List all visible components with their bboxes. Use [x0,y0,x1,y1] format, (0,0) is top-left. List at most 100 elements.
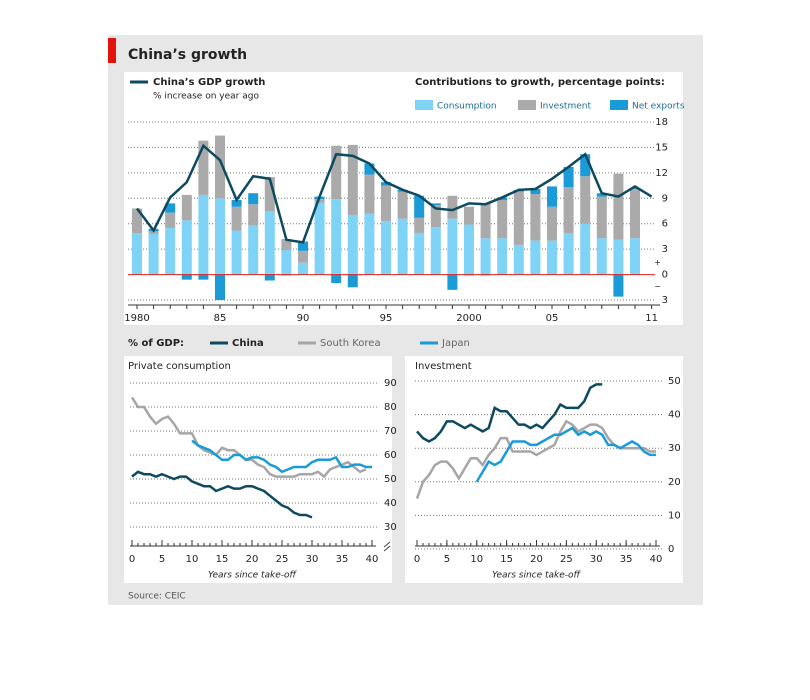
bar [165,212,176,228]
series-line [131,470,313,519]
x-label: Years since take-off [208,571,298,581]
legend-label: South Korea [320,338,381,349]
bar [447,218,458,275]
bar [165,203,176,213]
x-label: Years since take-off [492,571,582,581]
x-tick-label: 5 [444,554,450,565]
bar [630,188,640,189]
x-tick-label: 20 [246,554,259,565]
bar [480,238,491,275]
bar [364,213,375,275]
bar [148,231,159,234]
bottom-legend-label: % of GDP: [128,338,184,349]
bar [181,194,192,221]
legend-label: Consumption [437,102,497,112]
y-tick-label: 3 [662,244,668,255]
y-tick-label: 12 [655,168,668,179]
x-tick-label: 5 [159,554,165,565]
bar [364,163,375,175]
x-tick-label: 40 [650,554,663,565]
legend-label: Net exports [632,102,685,112]
x-tick-label: 10 [470,554,483,565]
bar [547,206,557,241]
x-tick-label: 30 [590,554,603,565]
y-tick-label: 10 [668,510,681,521]
bar [215,274,225,300]
series-line [416,383,603,443]
bar [165,227,176,275]
series-line [475,426,656,483]
bar [513,244,524,275]
y-tick-label: 60 [384,450,397,461]
bar [480,203,491,239]
bar [596,193,607,197]
y-tick-label: 18 [655,117,668,128]
bar [314,199,325,203]
bar [281,249,292,275]
bar [580,176,591,224]
bar [530,194,541,241]
bar [248,204,259,226]
bar [331,199,342,275]
bar [447,274,458,290]
x-tick-label: 20 [530,554,543,565]
bar [347,274,358,288]
source: Source: CEIC [128,592,186,602]
bar [513,191,524,245]
x-tick-label: 40 [366,554,379,565]
bar [181,274,192,280]
x-tick-label: 25 [560,554,573,565]
title: China’s growth [128,47,247,63]
bar [547,186,557,207]
bar [430,203,441,206]
bar [430,205,441,228]
bar [198,140,209,195]
y-tick-label: 6 [662,219,668,230]
bar [281,238,292,250]
bar [331,274,342,284]
y-tick-label: 40 [668,410,681,421]
bar [381,221,391,275]
bar [613,173,624,240]
bar [298,241,308,251]
y-tick-label: 40 [384,498,397,509]
right-title: Investment [415,361,472,372]
x-tick-label: 90 [297,313,310,324]
legend-label: Japan [441,338,470,349]
legend-swatch [415,100,433,110]
x-tick-label: 25 [276,554,289,565]
gdp-line [136,143,653,244]
bar [547,240,557,275]
bar [414,217,425,234]
bar [314,202,325,275]
x-tick-label: 30 [306,554,319,565]
legend-label: China [232,338,264,349]
bar [231,230,242,275]
bar [596,238,607,275]
x-tick-label: 95 [380,313,393,324]
x-tick-label: 35 [336,554,349,565]
y-tick-label: 80 [384,402,397,413]
bar [215,135,225,199]
bar [530,188,541,195]
x-tick-label: 85 [214,313,227,324]
bar [580,154,591,177]
bar [563,166,574,188]
bar [181,220,192,275]
bar [613,239,624,275]
y-tick-label: 50 [668,376,681,387]
x-tick-label: 2000 [456,313,481,324]
bar [497,199,508,239]
red-tag [108,38,116,63]
bar [198,274,209,280]
x-tick-label: 10 [186,554,199,565]
x-tick-label: 1980 [124,313,149,324]
sign-label: + [654,258,661,267]
y-tick-label: 90 [384,378,397,389]
axis-break [383,541,391,552]
bar [248,225,259,275]
bar [464,206,474,225]
bar [331,145,342,200]
left-title: Private consumption [128,361,231,372]
bar [464,224,474,275]
